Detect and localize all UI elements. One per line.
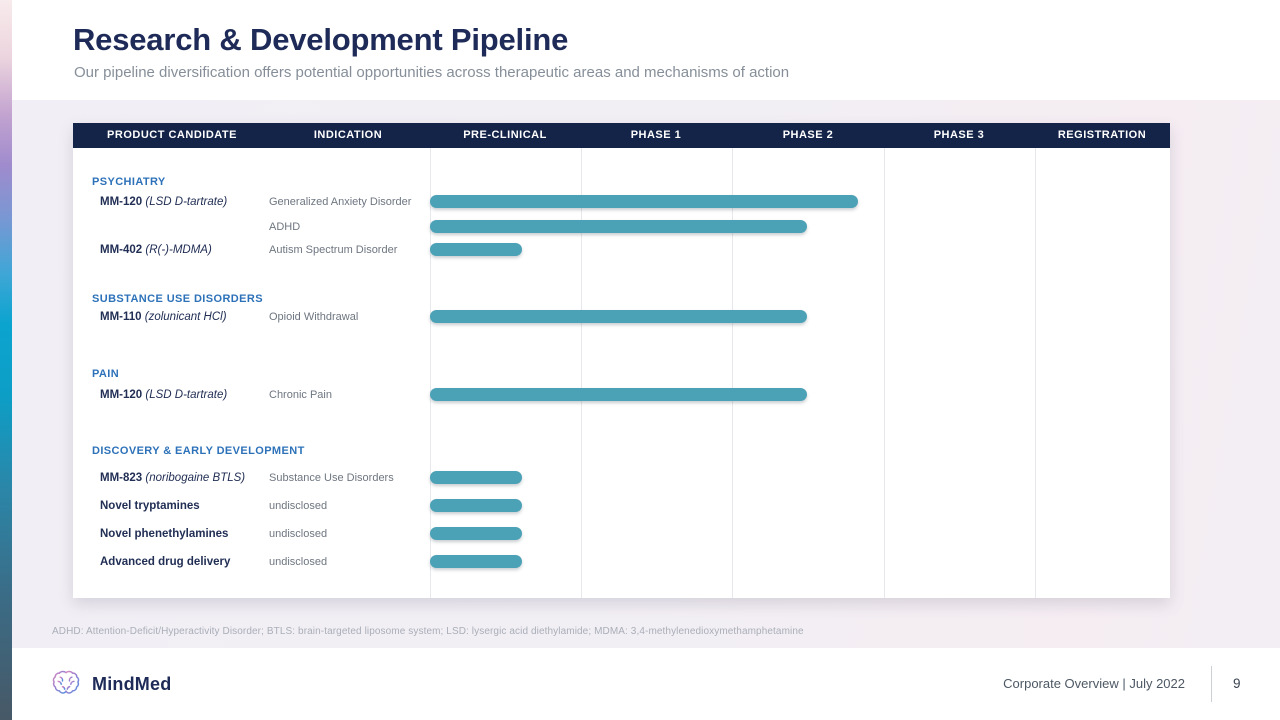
product-note: (R(-)-MDMA) [145, 244, 212, 256]
section-label-psychiatry: PSYCHIATRY [92, 176, 166, 188]
column-header-phase-3: PHASE 3 [933, 129, 985, 141]
product-name: Novel phenethylamines [100, 526, 228, 542]
product-code: Advanced drug delivery [100, 556, 231, 568]
brain-icon [52, 670, 80, 694]
indication-label: Autism Spectrum Disorder [269, 244, 398, 256]
page-title: Research & Development Pipeline [73, 22, 569, 57]
column-header-product-candidate: PRODUCT CANDIDATE [107, 129, 237, 141]
product-code: MM-120 [100, 389, 143, 401]
indication-label: Substance Use Disorders [269, 472, 394, 484]
footer-divider [1211, 666, 1212, 702]
product-note: (LSD D-tartrate) [145, 389, 228, 401]
progress-bar [430, 220, 807, 233]
product-name: MM-402 (R(-)-MDMA) [100, 242, 212, 258]
column-header-pre-clinical: PRE-CLINICAL [463, 129, 547, 141]
grid-line [1035, 148, 1036, 598]
grid-line [430, 148, 431, 598]
pipeline-row: Advanced drug delivery undisclosed [73, 554, 1170, 570]
progress-bar [430, 310, 807, 323]
pipeline-row: Novel tryptamines undisclosed [73, 498, 1170, 514]
pipeline-row: MM-823 (noribogaine BTLS) Substance Use … [73, 470, 1170, 486]
brand-name: MindMed [92, 673, 172, 694]
indication-label: undisclosed [269, 500, 328, 512]
product-note: (noribogaine BTLS) [145, 472, 246, 484]
pipeline-row: MM-110 (zolunicant HCl) Opioid Withdrawa… [73, 309, 1170, 325]
progress-bar [430, 243, 522, 256]
column-header-indication: INDICATION [313, 129, 383, 141]
product-code: Novel tryptamines [100, 500, 200, 512]
column-header-phase-2: PHASE 2 [782, 129, 834, 141]
progress-bar [430, 195, 858, 208]
indication-label: Chronic Pain [269, 389, 332, 401]
indication-label: undisclosed [269, 556, 328, 568]
product-code: MM-110 [100, 311, 142, 323]
column-header-registration: REGISTRATION [1057, 129, 1147, 141]
footer-caption: Corporate Overview | July 2022 [1003, 676, 1185, 691]
indication-label: Opioid Withdrawal [269, 311, 359, 323]
product-code: Novel phenethylamines [100, 528, 229, 540]
product-code: MM-823 [100, 472, 143, 484]
progress-bar [430, 499, 522, 512]
product-note: (zolunicant HCl) [144, 311, 227, 323]
product-name: MM-110 (zolunicant HCl) [100, 309, 227, 325]
abbreviations-footnote: ADHD: Attention-Deficit/Hyperactivity Di… [52, 626, 804, 637]
pipeline-row: MM-120 (LSD D-tartrate) Chronic Pain [73, 387, 1170, 403]
pipeline-row: Novel phenethylamines undisclosed [73, 526, 1170, 542]
section-label-discovery-early-development: DISCOVERY & EARLY DEVELOPMENT [92, 445, 305, 457]
pipeline-card: PRODUCT CANDIDATE INDICATION PRE-CLINICA… [73, 123, 1170, 598]
product-name: Novel tryptamines [100, 498, 200, 514]
brand-logo: MindMed [50, 668, 171, 700]
footer: MindMed Corporate Overview | July 2022 9 [12, 648, 1280, 720]
table-header-row: PRODUCT CANDIDATE INDICATION PRE-CLINICA… [73, 123, 1170, 148]
grid-line [581, 148, 582, 598]
pipeline-row: MM-402 (R(-)-MDMA) Autism Spectrum Disor… [73, 242, 1170, 258]
indication-label: undisclosed [269, 528, 328, 540]
column-header-phase-1: PHASE 1 [630, 129, 682, 141]
indication-label: ADHD [269, 221, 301, 233]
grid-line [732, 148, 733, 598]
product-code: MM-120 [100, 196, 143, 208]
progress-bar [430, 388, 807, 401]
progress-bar [430, 555, 522, 568]
product-name: MM-823 (noribogaine BTLS) [100, 470, 245, 486]
pipeline-row: ADHD [73, 219, 1170, 235]
progress-bar [430, 527, 522, 540]
product-code: MM-402 [100, 244, 143, 256]
progress-bar [430, 471, 522, 484]
product-note: (LSD D-tartrate) [145, 196, 228, 208]
page-number: 9 [1233, 676, 1241, 691]
page-subtitle: Our pipeline diversification offers pote… [74, 64, 790, 81]
product-name: Advanced drug delivery [100, 554, 230, 570]
product-name: MM-120 (LSD D-tartrate) [100, 194, 227, 210]
section-label-pain: PAIN [92, 368, 120, 380]
pipeline-row: MM-120 (LSD D-tartrate) Generalized Anxi… [73, 194, 1170, 210]
indication-label: Generalized Anxiety Disorder [269, 196, 412, 208]
section-label-substance-use-disorders: SUBSTANCE USE DISORDERS [92, 293, 263, 305]
grid-line [884, 148, 885, 598]
edge-gradient-bar [0, 0, 12, 720]
product-name: MM-120 (LSD D-tartrate) [100, 387, 227, 403]
